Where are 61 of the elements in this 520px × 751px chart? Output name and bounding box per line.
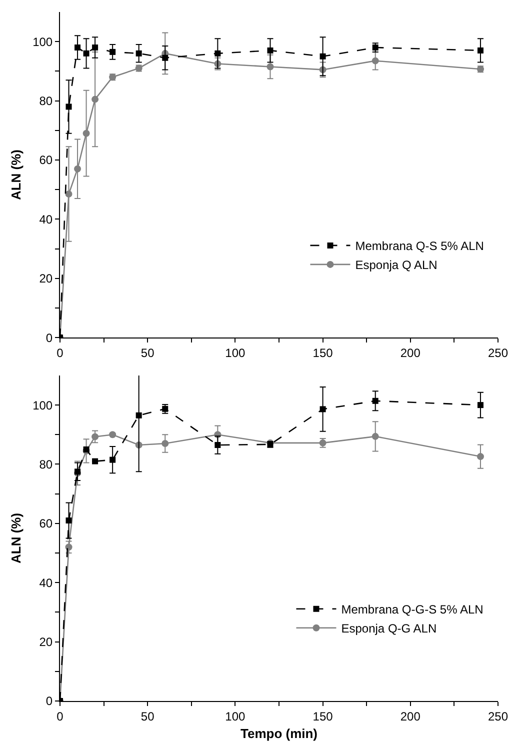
y-axis-title: ALN (%) xyxy=(8,512,24,564)
point xyxy=(92,458,98,464)
y-tick-label: 0 xyxy=(46,330,53,345)
y-tick-label: 20 xyxy=(39,272,53,286)
x-tick-label: 150 xyxy=(312,709,334,724)
x-tick-label: 250 xyxy=(488,709,508,724)
point xyxy=(74,165,82,172)
x-tick-label: 50 xyxy=(140,709,155,724)
x-tick-label: 0 xyxy=(56,346,64,360)
point xyxy=(83,50,90,56)
y-tick-label: 80 xyxy=(39,457,53,472)
point xyxy=(214,50,221,56)
y-tick-label: 20 xyxy=(39,635,53,650)
point xyxy=(266,63,274,70)
legend-label: Esponja Q ALN xyxy=(355,258,438,272)
point xyxy=(66,104,72,110)
y-tick-label: 100 xyxy=(32,34,53,49)
point xyxy=(372,57,379,64)
y-tick-label: 80 xyxy=(39,94,53,108)
point xyxy=(109,431,116,438)
point xyxy=(162,54,168,61)
point xyxy=(476,453,484,460)
point xyxy=(372,432,379,440)
point xyxy=(372,398,378,404)
point xyxy=(92,96,99,103)
legend-label: Membrana Q-S 5% ALN xyxy=(355,239,484,254)
point xyxy=(136,50,142,56)
point xyxy=(65,190,72,198)
x-tick-label: 200 xyxy=(400,346,421,360)
point xyxy=(214,442,221,448)
point xyxy=(74,44,81,51)
y-tick-label: 60 xyxy=(39,516,53,531)
point xyxy=(320,53,326,60)
y-tick-label: 60 xyxy=(39,153,53,168)
legend-label: Esponja Q-G ALN xyxy=(341,622,437,636)
y-tick-label: 40 xyxy=(39,576,53,590)
x-tick-label: 100 xyxy=(225,709,246,724)
y-axis-title: ALN (%) xyxy=(8,150,24,200)
point xyxy=(477,47,484,54)
y-tick-label: 0 xyxy=(46,694,53,708)
point xyxy=(477,402,484,408)
legend-label: Membrana Q-G-S 5% ALN xyxy=(341,602,484,617)
point xyxy=(162,440,169,448)
x-tick-label: 250 xyxy=(488,346,508,360)
y-tick-label: 40 xyxy=(39,212,53,226)
x-tick-label: 150 xyxy=(312,346,334,360)
x-tick-label: 200 xyxy=(400,709,421,724)
point xyxy=(92,433,99,440)
point xyxy=(136,412,142,418)
x-tick-label: 100 xyxy=(225,346,246,360)
x-axis-title: Tempo (min) xyxy=(240,726,318,741)
y-tick-label: 100 xyxy=(32,398,53,412)
point xyxy=(82,130,90,137)
point xyxy=(66,517,72,524)
point xyxy=(320,406,326,412)
point xyxy=(110,48,116,55)
point xyxy=(110,456,116,463)
point xyxy=(92,44,98,51)
point xyxy=(267,47,274,54)
x-tick-label: 50 xyxy=(140,346,155,360)
x-tick-label: 0 xyxy=(56,709,64,724)
